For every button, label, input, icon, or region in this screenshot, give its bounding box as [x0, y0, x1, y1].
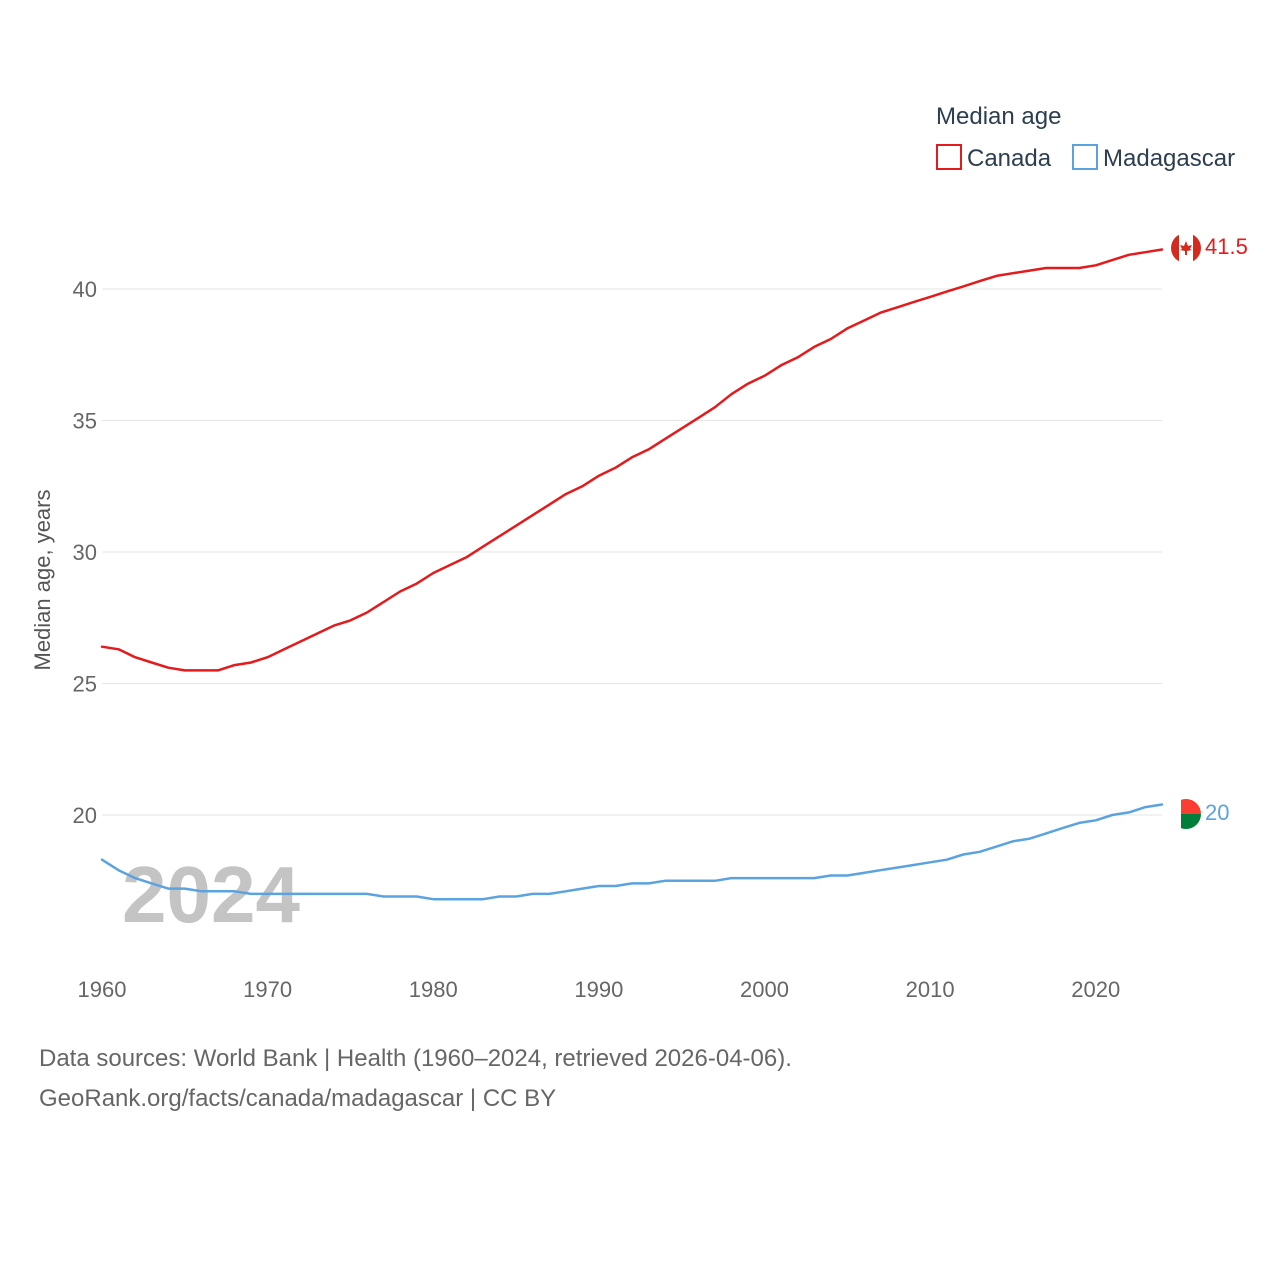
series-lines	[100, 248, 1164, 901]
canada-flag-icon	[1171, 233, 1201, 263]
end-value-label-canada: 41.5	[1205, 234, 1248, 259]
legend-swatch-madagascar	[1072, 144, 1098, 170]
legend[interactable]: Median age Canada Madagascar	[936, 103, 1235, 172]
x-axis-ticks: 1960 1970 1980 1990 2000 2010 2020	[78, 977, 1121, 1002]
series-line-madagascar[interactable]	[100, 803, 1164, 901]
y-tick-label-25: 25	[73, 672, 97, 697]
source-credit[interactable]: GeoRank.org/facts/canada/madagascar | CC…	[39, 1085, 557, 1112]
x-tick-label-1980: 1980	[409, 977, 458, 1002]
legend-item-madagascar[interactable]: Madagascar	[1072, 144, 1235, 172]
y-tick-label-35: 35	[73, 409, 97, 434]
x-tick-label-2000: 2000	[740, 977, 789, 1002]
data-sources-note: Data sources: World Bank | Health (1960–…	[39, 1045, 792, 1072]
legend-label-madagascar: Madagascar	[1103, 145, 1235, 172]
y-axis-title: Median age, years	[30, 490, 55, 671]
grid-lines	[102, 288, 1162, 816]
x-tick-label-1990: 1990	[574, 977, 623, 1002]
x-tick-label-2010: 2010	[906, 977, 955, 1002]
y-tick-label-30: 30	[73, 540, 97, 565]
x-tick-label-1960: 1960	[78, 977, 127, 1002]
y-tick-label-40: 40	[73, 277, 97, 302]
end-value-label-madagascar: 20	[1205, 800, 1229, 825]
series-line-canada[interactable]	[100, 248, 1164, 672]
y-tick-label-20: 20	[73, 803, 97, 828]
legend-label-canada: Canada	[967, 145, 1052, 172]
legend-swatch-canada	[936, 144, 962, 170]
legend-title: Median age	[936, 103, 1061, 130]
y-axis-ticks: 20 25 30 35 40	[73, 277, 97, 828]
x-tick-label-2020: 2020	[1071, 977, 1120, 1002]
legend-item-canada[interactable]: Canada	[936, 144, 1052, 172]
madagascar-flag-icon	[1171, 799, 1201, 829]
x-tick-label-1970: 1970	[243, 977, 292, 1002]
